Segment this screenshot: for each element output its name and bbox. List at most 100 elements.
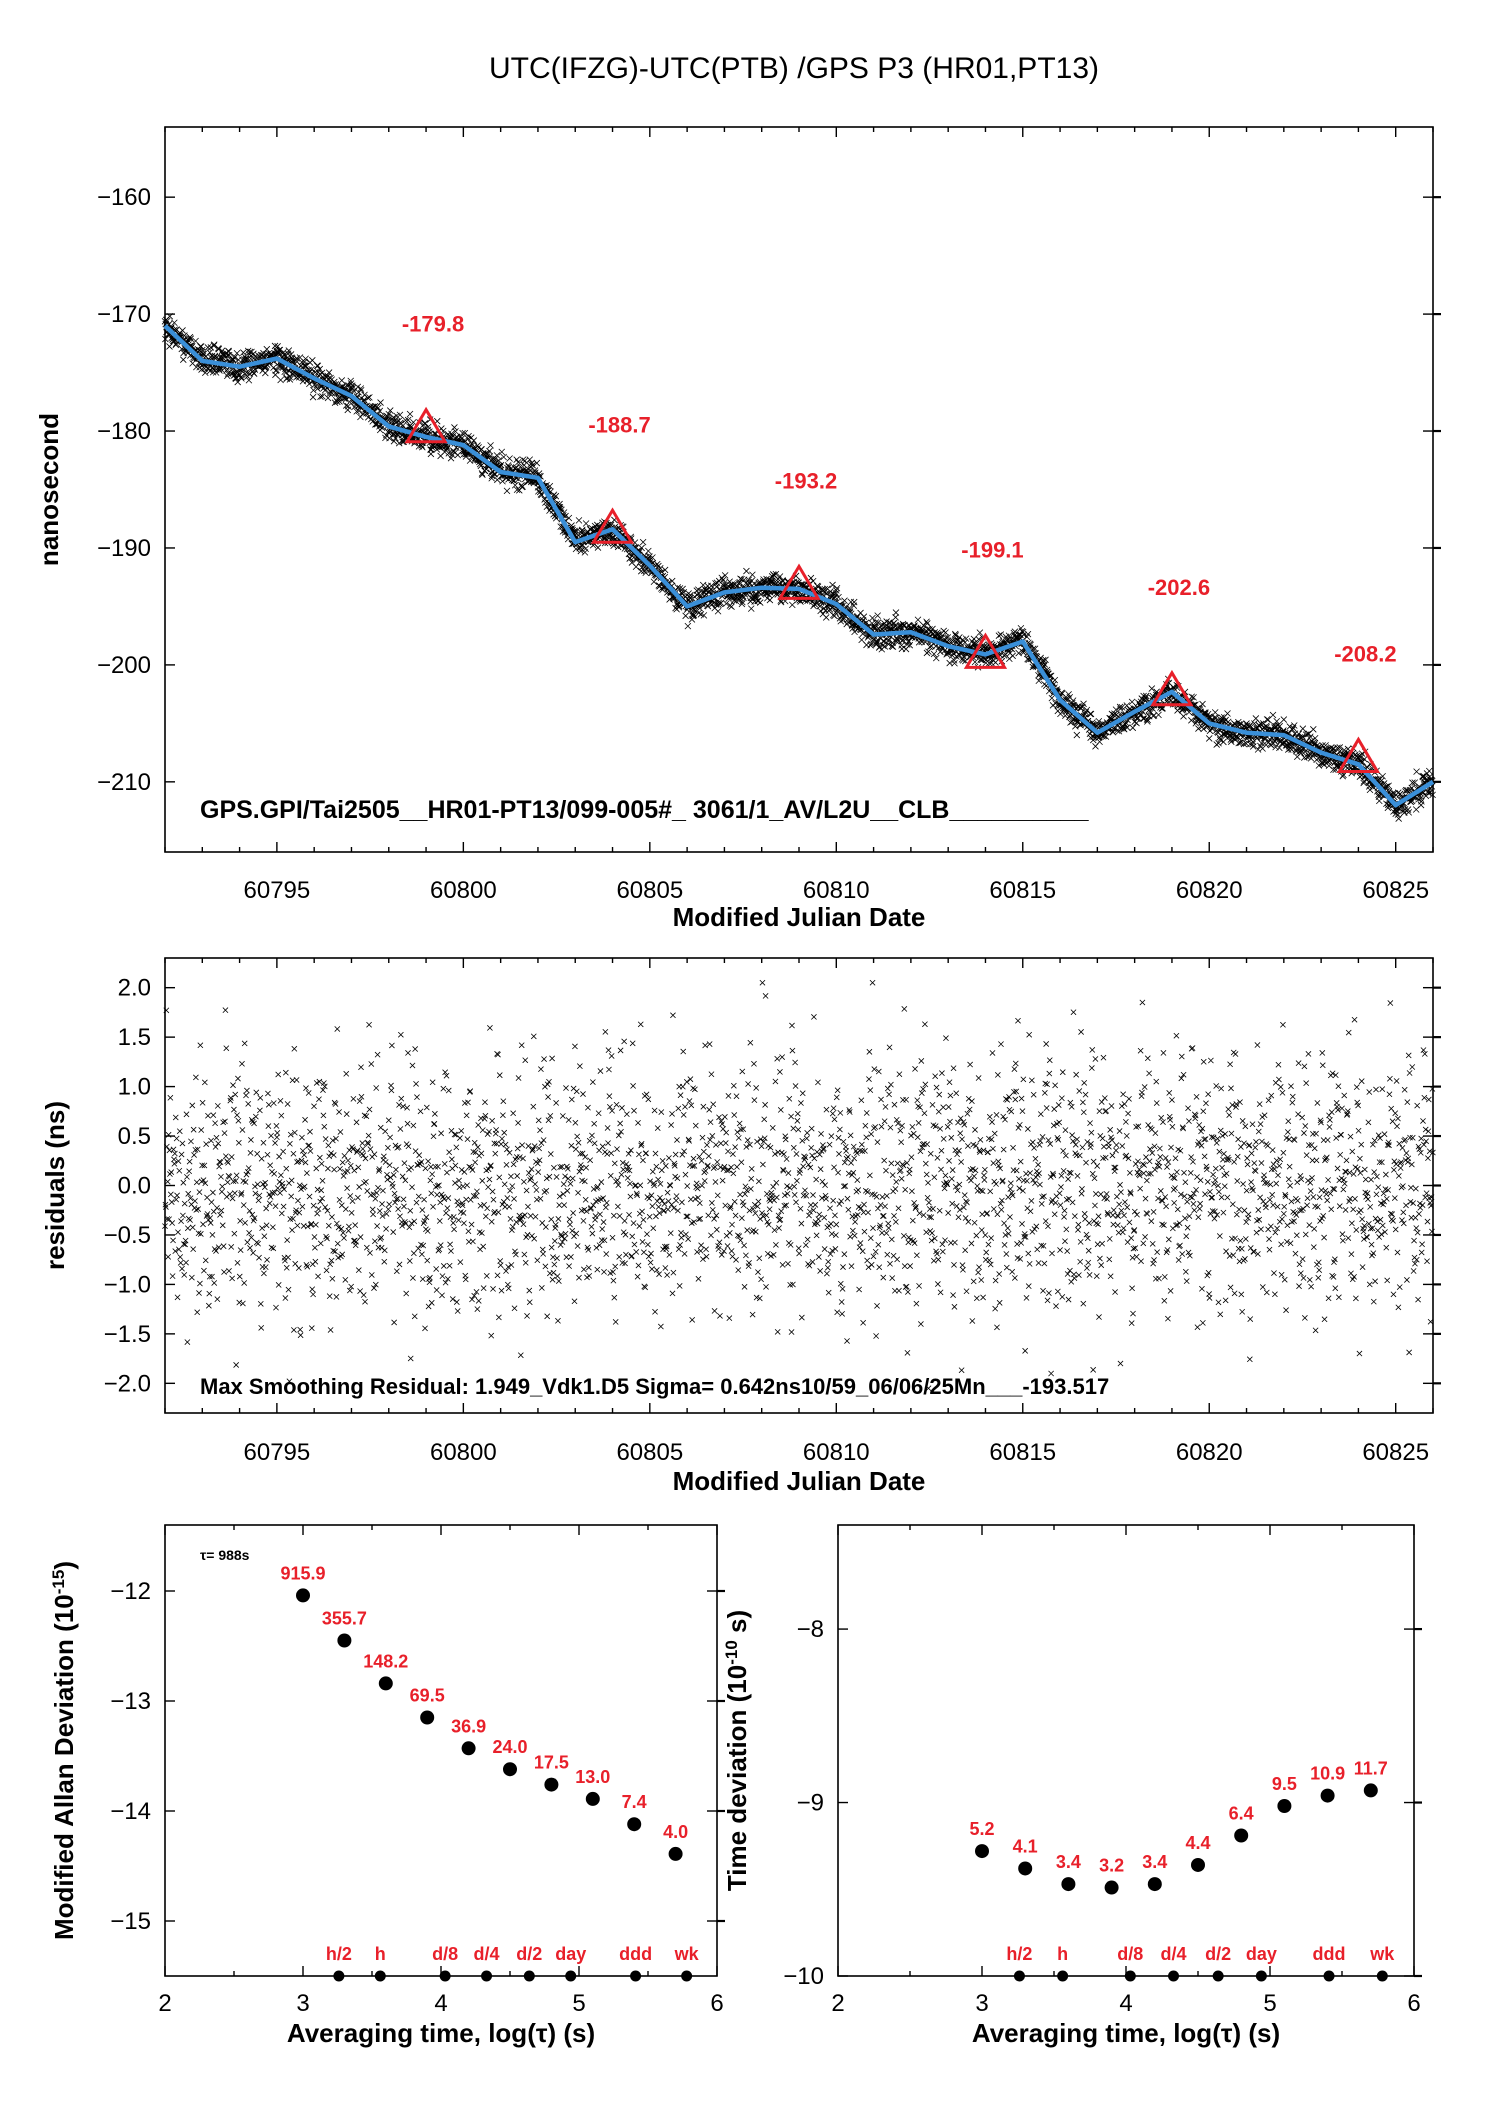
- data-point: [944, 634, 952, 641]
- data-point: [373, 1085, 380, 1091]
- data-point: [605, 1047, 612, 1054]
- data-point: [541, 1056, 547, 1063]
- data-point: [561, 1202, 568, 1208]
- data-point: [296, 1209, 303, 1216]
- data-point: [635, 1119, 641, 1126]
- data-point: [1024, 630, 1032, 638]
- data-point: [1011, 628, 1019, 635]
- data-point: [728, 603, 735, 610]
- data-point: [551, 1261, 558, 1268]
- data-point: [313, 1165, 320, 1172]
- data-point: [691, 1086, 698, 1093]
- data-point: [1128, 698, 1136, 706]
- data-point: [714, 1192, 721, 1199]
- data-point: [684, 1183, 691, 1189]
- data-point: [829, 581, 836, 589]
- data-point: [400, 1196, 407, 1203]
- data-point: [611, 1294, 618, 1301]
- data-point: [285, 1286, 292, 1293]
- data-point: [662, 1163, 669, 1169]
- data-point: [576, 1274, 582, 1281]
- data-point: [1035, 677, 1043, 685]
- data-point: [629, 1040, 636, 1047]
- data-point: [941, 647, 948, 655]
- data-point: [678, 1234, 685, 1241]
- data-point: [246, 348, 254, 356]
- data-point: [422, 1325, 428, 1332]
- data-point: [166, 343, 173, 350]
- x-tick-label: 60805: [616, 1439, 683, 1466]
- data-point: [534, 1257, 541, 1264]
- data-point: [245, 376, 253, 384]
- data-point: [726, 1230, 733, 1236]
- data-point: [427, 1163, 434, 1170]
- data-point: [493, 1127, 500, 1133]
- data-point: [678, 1229, 684, 1236]
- data-point: [401, 433, 408, 440]
- data-point: [639, 1239, 646, 1245]
- data-point: [469, 1167, 476, 1173]
- data-point: [930, 650, 938, 658]
- data-point: [245, 1165, 252, 1172]
- data-point: [1199, 700, 1206, 708]
- data-point: [273, 1304, 279, 1311]
- data-point: [290, 1150, 297, 1157]
- data-point: [177, 1259, 184, 1266]
- data-point: [490, 1196, 497, 1203]
- data-point: [184, 1173, 190, 1180]
- data-point: [640, 1249, 647, 1256]
- data-point: [920, 622, 927, 629]
- data-point: [506, 1149, 513, 1156]
- data-point: [517, 1352, 524, 1359]
- data-point: [465, 1099, 471, 1106]
- x-tick-label: 60825: [1362, 877, 1429, 904]
- data-point: [1110, 711, 1118, 719]
- data-point: [649, 554, 656, 561]
- data-point: [193, 1179, 200, 1186]
- data-point: [179, 1265, 185, 1272]
- data-point: [234, 1112, 240, 1118]
- data-point: [611, 1160, 618, 1167]
- data-point: [274, 1185, 281, 1192]
- data-point: [609, 1234, 616, 1241]
- data-point: [761, 1116, 768, 1123]
- data-point: [440, 1085, 447, 1092]
- data-point: [332, 1248, 338, 1255]
- data-point: [367, 1146, 374, 1153]
- data-point: [179, 327, 186, 334]
- data-point: [366, 1106, 373, 1113]
- data-point: [309, 357, 316, 364]
- data-point: [717, 599, 725, 607]
- data-point: [661, 566, 669, 574]
- data-point: [455, 1217, 462, 1224]
- data-point: [263, 345, 271, 353]
- data-point: [741, 1283, 748, 1290]
- data-point: [470, 1238, 476, 1245]
- data-point: [277, 1097, 284, 1104]
- data-point: [952, 632, 959, 639]
- data-point: [196, 1189, 203, 1195]
- data-point: [325, 1222, 332, 1229]
- data-point: [347, 380, 355, 387]
- data-point: [339, 1159, 346, 1166]
- data-point: [177, 1254, 184, 1260]
- data-point: [807, 574, 815, 582]
- data-point: [256, 1107, 263, 1114]
- data-point: [696, 604, 704, 612]
- data-point: [458, 1167, 465, 1173]
- data-point: [190, 1126, 197, 1133]
- data-point: [406, 1258, 413, 1264]
- data-point: [303, 1085, 309, 1092]
- data-point: [552, 492, 560, 500]
- data-point: [777, 598, 785, 606]
- data-point: [299, 1147, 306, 1154]
- data-point: [296, 1182, 303, 1189]
- data-point: [885, 637, 893, 644]
- data-point: [1113, 727, 1121, 734]
- data-point: [355, 1194, 361, 1201]
- data-point: [758, 1276, 764, 1283]
- data-point: [336, 1109, 342, 1115]
- data-point: [372, 420, 380, 428]
- data-point: [314, 362, 322, 370]
- data-point: [734, 1129, 741, 1136]
